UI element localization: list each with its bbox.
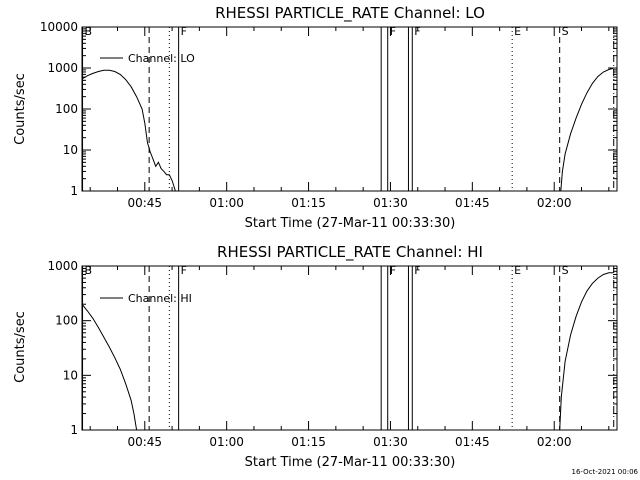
- series: [81, 67, 614, 192]
- x-axis-label: Start Time (27-Mar-11 00:33:30): [245, 216, 456, 231]
- event-marker-label: F: [181, 25, 187, 38]
- y-tick-label: 1000: [47, 61, 78, 75]
- x-tick-label: 02:00: [537, 196, 572, 210]
- event-marker-label: F: [181, 264, 187, 277]
- panel-lo: RHESSI PARTICLE_RATE Channel: LO Counts/…: [13, 4, 618, 231]
- y-ticks: 1 10 100 1000 10000: [40, 20, 617, 198]
- y-tick-label: 1: [70, 184, 78, 198]
- x-tick-label: 01:00: [209, 196, 244, 210]
- event-marker-label: B: [85, 264, 93, 277]
- event-marker-label: E: [514, 264, 521, 277]
- x-tick-label: 01:15: [291, 435, 326, 449]
- chart-title: RHESSI PARTICLE_RATE Channel: HI: [217, 243, 483, 262]
- legend: Channel: LO: [100, 52, 195, 65]
- legend-label: Channel: LO: [128, 52, 195, 65]
- event-marker-label: S: [562, 264, 569, 277]
- x-tick-label: 00:45: [127, 435, 162, 449]
- event-marker-label: F: [414, 264, 420, 277]
- legend: Channel: HI: [100, 292, 192, 305]
- event-marker-label: S: [562, 25, 569, 38]
- legend-label: Channel: HI: [128, 292, 192, 305]
- x-tick-label: 01:00: [209, 435, 244, 449]
- series: [81, 272, 614, 431]
- panel-hi: RHESSI PARTICLE_RATE Channel: HI Counts/…: [13, 243, 618, 470]
- x-tick-label: 01:45: [455, 196, 490, 210]
- x-ticks: 00:45 01:00 01:15 01:30 01:45 02:00: [89, 27, 610, 210]
- y-tick-label: 100: [55, 314, 78, 328]
- y-tick-label: 1: [70, 423, 78, 437]
- data-line: [560, 67, 614, 192]
- y-tick-label: 10: [63, 143, 78, 157]
- event-marker-label: F: [390, 25, 396, 38]
- x-tick-label: 01:30: [373, 435, 408, 449]
- y-axis-label: Counts/sec: [13, 311, 28, 383]
- timestamp: 16-Oct-2021 00:06: [571, 468, 638, 476]
- data-line: [81, 303, 138, 431]
- y-axis-label: Counts/sec: [13, 73, 28, 145]
- event-marker-label: B: [85, 25, 93, 38]
- y-tick-label: 1000: [47, 259, 78, 273]
- x-tick-label: 00:45: [127, 196, 162, 210]
- event-marker-label: E: [514, 25, 521, 38]
- x-ticks: 00:45 01:00 01:15 01:30 01:45 02:00: [89, 266, 610, 449]
- x-tick-label: 01:15: [291, 196, 326, 210]
- plot-frame: [81, 265, 618, 431]
- data-line: [81, 69, 176, 192]
- y-tick-label: 10: [63, 368, 78, 382]
- event-marker-label: F: [390, 264, 396, 277]
- data-line: [559, 272, 614, 431]
- x-tick-label: 02:00: [537, 435, 572, 449]
- x-axis-label: Start Time (27-Mar-11 00:33:30): [245, 455, 456, 470]
- y-tick-label: 100: [55, 102, 78, 116]
- y-tick-label: 10000: [40, 20, 78, 34]
- y-ticks: 1 10 100 1000: [47, 259, 617, 437]
- chart-title: RHESSI PARTICLE_RATE Channel: LO: [215, 4, 485, 23]
- event-marker-label: F: [414, 25, 420, 38]
- x-tick-label: 01:45: [455, 435, 490, 449]
- x-tick-label: 01:30: [373, 196, 408, 210]
